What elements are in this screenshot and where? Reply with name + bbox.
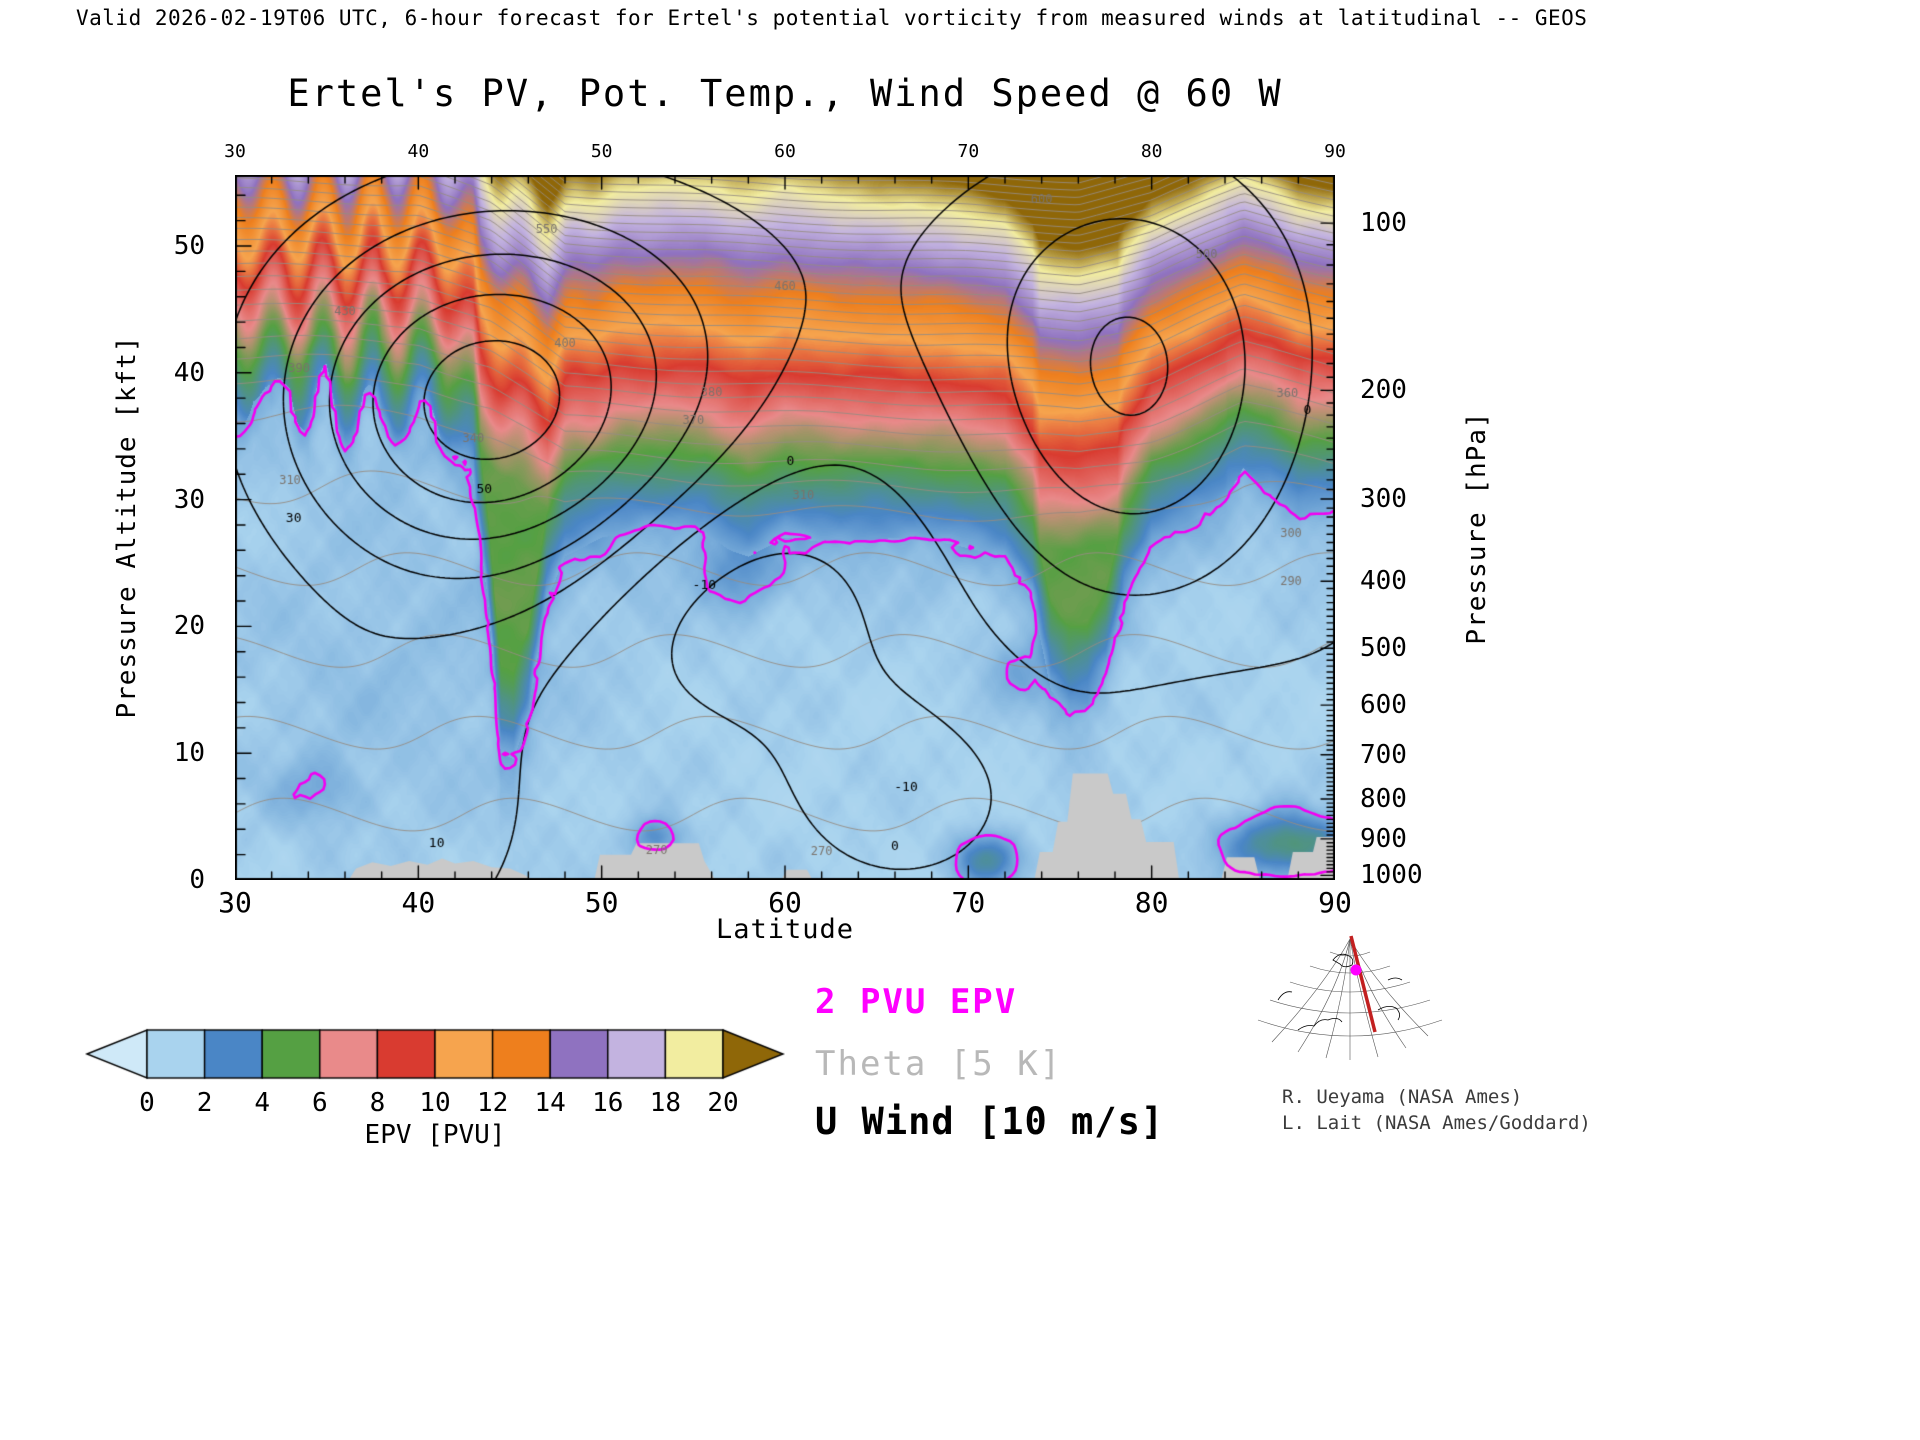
x-tick-label-top: 50	[590, 141, 613, 162]
y-right-axis-title: Pressure [hPa]	[1462, 411, 1492, 645]
y-left-tick-label: 50	[173, 231, 205, 261]
x-tick-label-top: 40	[407, 141, 430, 162]
y-left-tick-label: 20	[173, 611, 205, 642]
y-right-tick-label: 100	[1360, 208, 1407, 239]
x-tick-label: 60	[768, 886, 802, 919]
x-tick-label-top: 60	[774, 141, 796, 162]
x-tick-label: 90	[1318, 886, 1352, 919]
y-left-axis-title: Pressure Altitude [kft]	[112, 335, 142, 719]
colorbar-tick-label: 2	[196, 1088, 213, 1118]
x-tick-label-top: 80	[1140, 141, 1163, 162]
y-right-tick-label: 700	[1360, 739, 1407, 770]
y-left-tick-label: 30	[173, 484, 205, 515]
epv-colorbar	[85, 1028, 785, 1080]
colorbar-tick-label: 8	[369, 1088, 386, 1118]
y-right-tick-label: 600	[1360, 690, 1407, 721]
chart-title: Ertel's PV, Pot. Temp., Wind Speed @ 60 …	[287, 72, 1283, 115]
x-tick-label-top: 70	[957, 141, 980, 162]
x-tick-label: 50	[584, 886, 619, 919]
y-right-tick-label: 800	[1360, 783, 1407, 814]
colorbar-tick-label: 6	[311, 1088, 328, 1118]
globe-coastlines	[1277, 953, 1403, 1031]
x-tick-label: 30	[218, 886, 252, 919]
colorbar-tick-label: 16	[592, 1088, 624, 1118]
x-tick-label-top: 90	[1324, 141, 1346, 162]
valid-time-header: Valid 2026-02-19T06 UTC, 6-hour forecast…	[76, 6, 1588, 30]
x-tick-label: 80	[1134, 886, 1169, 919]
y-left-tick-label: 10	[173, 738, 205, 769]
y-left-tick-label: 40	[173, 357, 205, 388]
credit-line-2: L. Lait (NASA Ames/Goddard)	[1282, 1112, 1591, 1134]
y-right-tick-label: 900	[1360, 823, 1407, 854]
x-tick-label: 40	[401, 886, 436, 919]
x-tick-label: 70	[951, 886, 986, 919]
colorbar-tick-label: 20	[707, 1088, 739, 1118]
credit-line-1: R. Ueyama (NASA Ames)	[1282, 1086, 1523, 1108]
x-axis-title: Latitude	[715, 914, 855, 945]
globe-graticule	[1257, 938, 1443, 1060]
legend-2pvu-epv: 2 PVU EPV	[815, 982, 1018, 1022]
y-right-tick-label: 400	[1360, 566, 1407, 597]
y-right-tick-label: 300	[1360, 483, 1407, 514]
location-marker-dot	[1350, 964, 1362, 976]
x-tick-label-top: 30	[224, 141, 246, 162]
colorbar-tick-label: 4	[254, 1088, 271, 1118]
y-left-tick-label: 0	[189, 865, 205, 895]
colorbar-tick-label: 14	[534, 1088, 566, 1118]
y-right-tick-label: 500	[1360, 633, 1407, 664]
colorbar-tick-label: 0	[139, 1088, 155, 1118]
legend-u-wind: U Wind [10 m/s]	[815, 1100, 1165, 1143]
legend-theta: Theta [5 K]	[815, 1044, 1063, 1084]
epv-cross-section-canvas	[235, 175, 1335, 880]
colorbar-tick-label: 10	[419, 1088, 451, 1118]
y-right-tick-label: 200	[1360, 375, 1407, 406]
colorbar-title: EPV [PVU]	[364, 1120, 506, 1150]
colorbar-tick-label: 12	[476, 1088, 509, 1118]
cross-section-meridian-line	[1349, 935, 1377, 1033]
location-globe-inset	[1257, 935, 1443, 1060]
colorbar-tick-label: 18	[649, 1088, 682, 1118]
y-right-tick-label: 1000	[1360, 860, 1423, 891]
